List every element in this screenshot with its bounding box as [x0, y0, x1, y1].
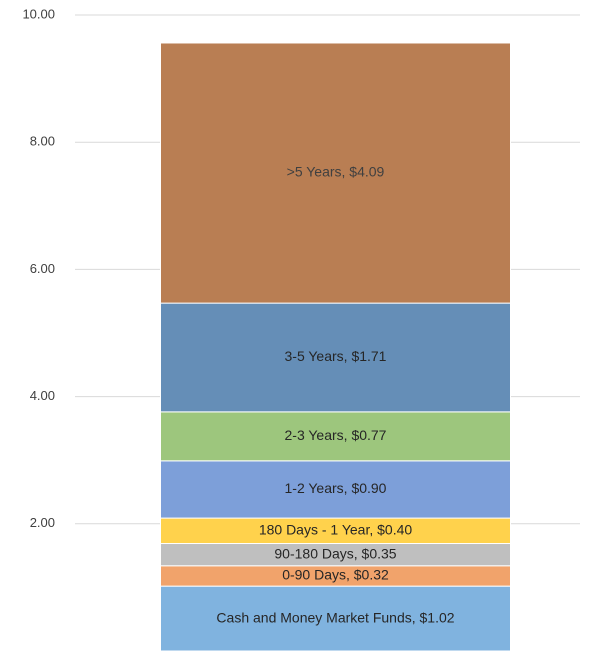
data-label: 1-2 Years, $0.90	[285, 480, 387, 496]
data-label: 180 Days - 1 Year, $0.40	[259, 521, 413, 537]
bar-segment	[160, 411, 511, 462]
data-label: >5 Years, $4.09	[287, 164, 385, 180]
bar-segment	[160, 42, 511, 304]
bar-segment	[160, 302, 511, 413]
y-tick-label: 6.00	[30, 261, 55, 276]
data-label: 2-3 Years, $0.77	[285, 427, 387, 443]
data-label: 0-90 Days, $0.32	[282, 567, 389, 583]
y-tick-label: 2.00	[30, 515, 55, 530]
bar-segment	[160, 460, 511, 519]
y-tick-label: 8.00	[30, 134, 55, 149]
data-label: 3-5 Years, $1.71	[285, 348, 387, 364]
data-label: Cash and Money Market Funds, $1.02	[216, 609, 454, 625]
bar-segment	[160, 517, 511, 545]
bar-segment	[160, 585, 511, 651]
data-label: 90-180 Days, $0.35	[274, 545, 396, 561]
y-tick-label: 10.00	[22, 6, 55, 21]
y-tick-label: 4.00	[30, 388, 55, 403]
